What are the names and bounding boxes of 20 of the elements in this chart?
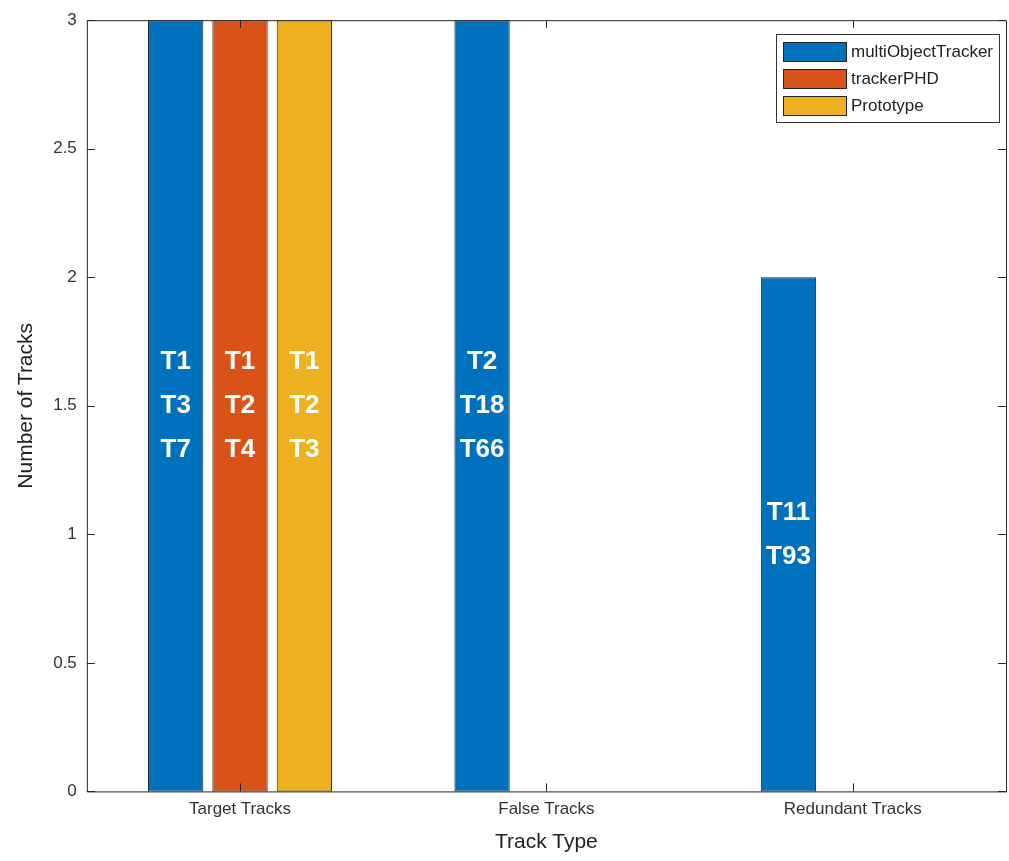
- data-label: T1 T3 T7: [160, 344, 191, 463]
- data-label: T1 T2 T3: [289, 344, 320, 463]
- legend-label: Prototype: [851, 95, 924, 116]
- y-tick-label: 1: [67, 524, 77, 544]
- x-tick-label: Target Tracks: [189, 799, 292, 819]
- x-tick-label: False Tracks: [498, 799, 595, 819]
- y-axis-title: Number of Tracks: [13, 322, 37, 489]
- y-tick-label: 0.5: [53, 652, 77, 672]
- legend-label: multiObjectTracker: [851, 41, 994, 62]
- y-tick-label: 3: [67, 9, 77, 29]
- y-tick-label: 0: [67, 781, 77, 801]
- data-label: T2 T18 T66: [459, 344, 505, 463]
- y-tick-label: 2: [67, 266, 77, 286]
- y-tick-label: 2.5: [53, 138, 77, 158]
- data-label: T1 T2 T4: [224, 344, 256, 463]
- x-axis-title: Track Type: [495, 829, 598, 853]
- y-tick-label: 1.5: [53, 395, 77, 415]
- legend-label: trackerPHD: [851, 68, 939, 89]
- x-tick-label: Redundant Tracks: [783, 799, 922, 819]
- data-label: T11 T93: [766, 495, 811, 570]
